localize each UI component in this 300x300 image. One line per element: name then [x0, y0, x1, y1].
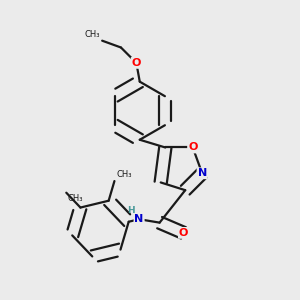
Text: O: O: [188, 142, 197, 152]
Text: N: N: [134, 214, 144, 224]
Text: H: H: [127, 206, 134, 215]
Text: O: O: [179, 228, 188, 238]
Text: CH₃: CH₃: [116, 170, 132, 179]
Text: N: N: [197, 168, 207, 178]
Text: O: O: [132, 58, 141, 68]
Text: CH₃: CH₃: [85, 30, 100, 39]
Text: CH₃: CH₃: [67, 194, 83, 203]
